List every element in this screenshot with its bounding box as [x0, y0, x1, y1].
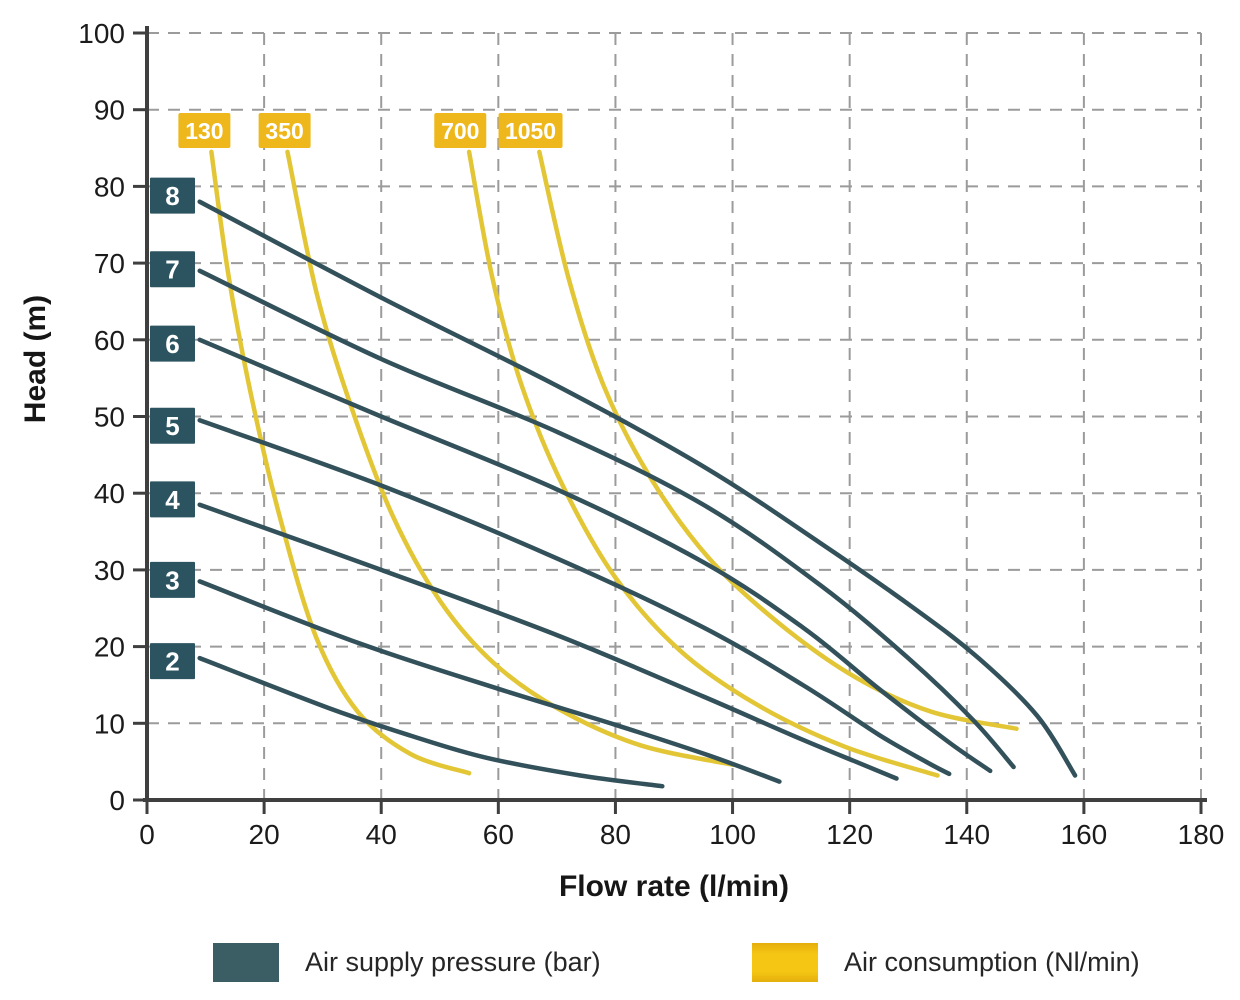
- chart-canvas: 0 20 40 60 80 100 120 140 160 180 0 10 20 30 40 50 60 70 8…: [78, 18, 1225, 850]
- x-tick-label-40: 40: [366, 819, 397, 850]
- x-tick-label-140: 140: [943, 819, 990, 850]
- curve-consumption-350: [285, 149, 735, 767]
- consumption-label-box-700: [434, 113, 487, 148]
- pressure-label-2: 2: [165, 647, 179, 677]
- consumption-label-350: 350: [265, 118, 303, 144]
- curve-consumption-700: [466, 149, 940, 778]
- x-tick-label-120: 120: [826, 819, 873, 850]
- consumption-label-box-130: [178, 113, 231, 148]
- y-tick-label-70: 70: [94, 248, 125, 279]
- x-tick-label-20: 20: [249, 819, 280, 850]
- consumption-label-700: 700: [441, 118, 479, 144]
- pressure-label-box-8: [150, 177, 195, 214]
- curve-pressure-8: [197, 199, 1078, 778]
- x-tick-label-60: 60: [483, 819, 514, 850]
- curve-pressure-5: [197, 418, 952, 777]
- pressure-legend-swatch: [213, 942, 279, 982]
- curve-pressure-6: [197, 337, 993, 774]
- curve-consumption-1050: [537, 149, 1019, 731]
- x-tick-label-100: 100: [709, 819, 756, 850]
- pressure-label-box-2: [150, 643, 195, 680]
- consumption-label-box-350: [258, 113, 311, 148]
- pressure-label-4: 4: [165, 485, 180, 515]
- y-tick-label-50: 50: [94, 402, 125, 433]
- y-tick-label-0: 0: [109, 785, 125, 816]
- pressure-label-3: 3: [165, 565, 179, 595]
- y-tick-label-30: 30: [94, 555, 125, 586]
- y-tick-label-60: 60: [94, 325, 125, 356]
- y-tick-label-20: 20: [94, 632, 125, 663]
- x-tick-label-160: 160: [1061, 819, 1108, 850]
- pressure-label-box-3: [150, 561, 195, 598]
- curve-pressure-4: [197, 502, 899, 781]
- x-tick-label-80: 80: [600, 819, 631, 850]
- pressure-label-box-5: [150, 407, 195, 444]
- legend-item-pressure: Air supply pressure (bar): [213, 941, 601, 983]
- pressure-label-6: 6: [165, 329, 179, 359]
- y-tick-label-90: 90: [94, 95, 125, 126]
- consumption-label-1050: 1050: [505, 118, 556, 144]
- consumption-legend-label: Air consumption (Nl/min): [844, 946, 1140, 977]
- legend-item-consumption: Air consumption (Nl/min): [752, 941, 1140, 983]
- x-axis-title: Flow rate (l/min): [558, 870, 789, 903]
- consumption-label-box-1050: [498, 113, 563, 148]
- y-tick-label-10: 10: [94, 708, 125, 739]
- pressure-label-7: 7: [165, 255, 179, 285]
- consumption-legend-swatch: [752, 942, 818, 982]
- pressure-label-box-6: [150, 325, 195, 362]
- x-tick-label-0: 0: [139, 819, 155, 850]
- pressure-label-box-7: [150, 251, 195, 288]
- pressure-label-5: 5: [165, 411, 179, 441]
- pressure-legend-label: Air supply pressure (bar): [305, 946, 601, 977]
- pressure-label-box-4: [150, 481, 195, 518]
- y-tick-label-100: 100: [78, 18, 125, 49]
- y-tick-label-80: 80: [94, 171, 125, 202]
- curve-pressure-7: [197, 268, 1016, 770]
- pressure-label-8: 8: [165, 181, 179, 211]
- curve-pressure-2: [197, 655, 665, 789]
- x-tick-label-180: 180: [1178, 819, 1225, 850]
- y-tick-label-40: 40: [94, 478, 125, 509]
- curve-pressure-3: [197, 579, 782, 784]
- consumption-label-130: 130: [185, 118, 223, 144]
